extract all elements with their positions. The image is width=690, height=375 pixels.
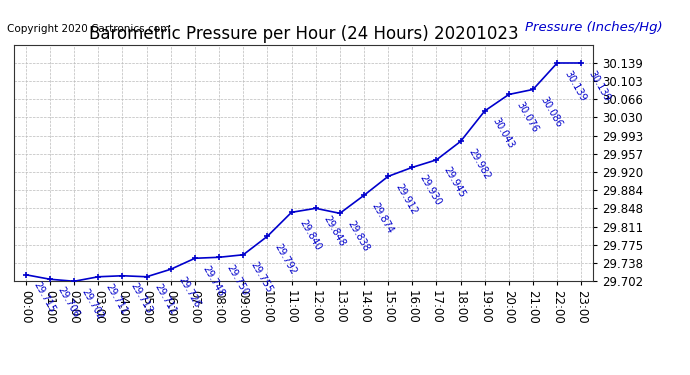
Text: 29.945: 29.945 <box>442 165 468 200</box>
Text: 29.930: 29.930 <box>418 173 444 207</box>
Text: 30.139: 30.139 <box>563 69 588 103</box>
Title: Barometric Pressure per Hour (24 Hours) 20201023: Barometric Pressure per Hour (24 Hours) … <box>89 26 518 44</box>
Text: 29.715: 29.715 <box>32 280 57 315</box>
Text: 30.076: 30.076 <box>515 100 540 134</box>
Text: 29.706: 29.706 <box>56 285 81 319</box>
Text: 30.086: 30.086 <box>539 95 564 129</box>
Text: 29.748: 29.748 <box>201 264 226 298</box>
Text: 30.043: 30.043 <box>491 117 515 151</box>
Text: 29.713: 29.713 <box>128 281 154 316</box>
Text: Pressure (Inches/Hg): Pressure (Inches/Hg) <box>525 21 662 34</box>
Text: 29.711: 29.711 <box>152 282 178 316</box>
Text: 29.755: 29.755 <box>249 260 275 295</box>
Text: 29.750: 29.750 <box>225 263 250 297</box>
Text: 29.838: 29.838 <box>346 219 371 253</box>
Text: 29.792: 29.792 <box>273 242 299 276</box>
Text: 29.702: 29.702 <box>80 287 106 321</box>
Text: 29.982: 29.982 <box>466 147 492 181</box>
Text: 29.874: 29.874 <box>370 201 395 235</box>
Text: 29.840: 29.840 <box>297 218 323 252</box>
Text: Copyright 2020 Cartronics.com: Copyright 2020 Cartronics.com <box>7 24 170 34</box>
Text: 29.726: 29.726 <box>177 275 202 309</box>
Text: 29.848: 29.848 <box>322 214 347 248</box>
Text: 29.912: 29.912 <box>394 182 420 216</box>
Text: 30.139: 30.139 <box>587 69 612 103</box>
Text: 29.711: 29.711 <box>104 282 130 316</box>
